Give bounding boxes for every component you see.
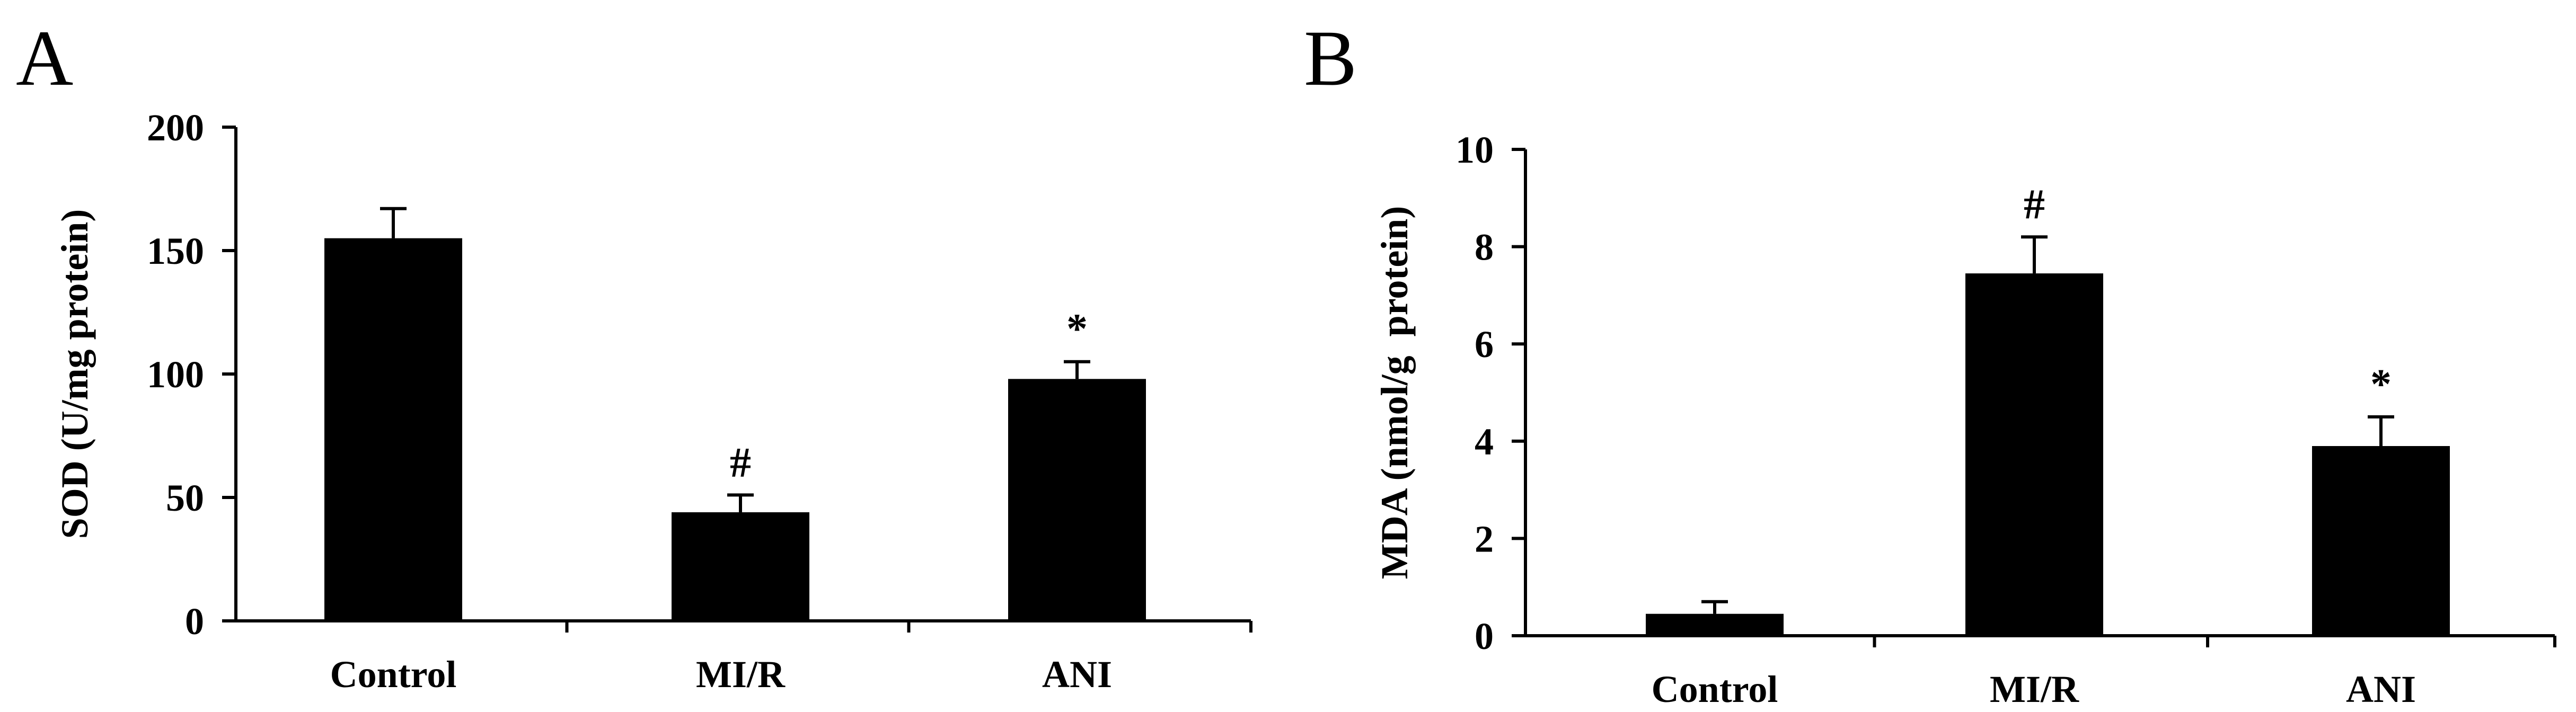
x-category-label: MI/R [696, 653, 786, 696]
y-tick-label: 200 [147, 106, 204, 149]
y-tick-label: 100 [147, 353, 204, 396]
significance-marker: # [730, 439, 751, 486]
y-axis-title: MDA (nmol/g protein) [1373, 206, 1416, 580]
bar-mi-r [1965, 273, 2103, 636]
bar-ani [1008, 379, 1146, 621]
x-category-label: ANI [1042, 653, 1112, 696]
panel-label: B [1304, 14, 1357, 102]
y-tick-label: 150 [147, 230, 204, 272]
significance-marker: * [2370, 361, 2392, 408]
bar-control [1646, 613, 1784, 636]
panel-b-mda-chart: B 0 2 4 6 8 10 Control # MI/R * ANI MDA (nmol/g prot… [1304, 14, 2556, 710]
x-category-label: Control [330, 653, 457, 696]
y-tick-label: 4 [1475, 421, 1494, 463]
x-category-label: Control [1652, 668, 1778, 710]
y-tick-label: 10 [1455, 129, 1494, 171]
bar-ani [2312, 446, 2450, 636]
y-tick-label: 2 [1475, 518, 1494, 560]
y-tick-label: 8 [1475, 226, 1494, 269]
y-tick-label: 0 [185, 600, 204, 643]
significance-marker: * [1066, 306, 1088, 353]
panel-a-sod-chart: A 0 50 100 150 200 Control # MI/R * ANI SOD (U/mg p… [16, 14, 1252, 696]
panel-label: A [16, 14, 73, 102]
y-tick-label: 50 [166, 477, 204, 519]
y-tick-label: 0 [1475, 615, 1494, 657]
y-axis-title: SOD (U/mg protein) [54, 209, 96, 539]
significance-marker: # [2024, 181, 2045, 228]
x-category-label: MI/R [1990, 668, 2079, 710]
bar-mi-r [672, 512, 809, 621]
x-category-label: ANI [2346, 668, 2416, 710]
y-tick-label: 6 [1475, 323, 1494, 366]
bar-control [324, 238, 462, 621]
